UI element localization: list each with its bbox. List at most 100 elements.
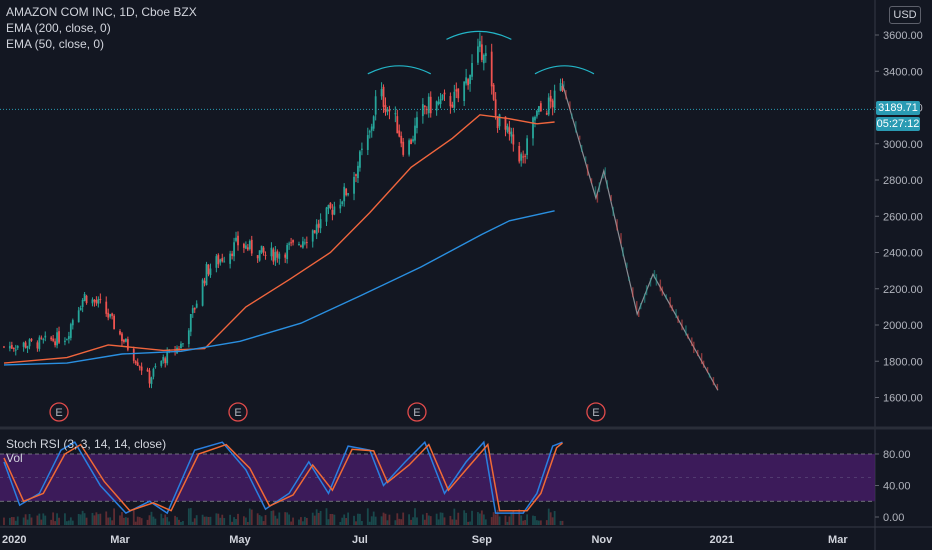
candle-body xyxy=(223,261,226,263)
countdown-value: 05:27:12 xyxy=(876,118,920,130)
volume-bar xyxy=(510,512,513,525)
earnings-marker[interactable] xyxy=(407,402,427,422)
volume-bar xyxy=(180,521,182,525)
projected-candle xyxy=(598,182,601,193)
stoch-d-line[interactable] xyxy=(3,442,563,512)
volume-bar xyxy=(69,517,72,525)
volume-bar xyxy=(492,512,495,525)
head-arc[interactable] xyxy=(446,30,512,40)
candle-body xyxy=(148,370,151,384)
candle-body xyxy=(258,250,261,261)
volume-bar xyxy=(12,517,15,525)
volume-bar xyxy=(44,515,47,525)
volume-bar xyxy=(64,513,66,525)
projected-candle xyxy=(655,274,658,286)
candle-body xyxy=(524,155,527,157)
candle-body xyxy=(168,350,171,353)
volume-bar xyxy=(339,521,342,525)
right-shoulder-arc[interactable] xyxy=(534,65,595,75)
candle-body xyxy=(538,106,540,112)
left-shoulder-arc[interactable] xyxy=(367,65,432,75)
volume-bar xyxy=(30,517,33,525)
candle-body xyxy=(93,299,96,302)
symbol-legend[interactable]: AMAZON COM INC, 1D, Cboe BZX xyxy=(6,5,197,19)
candle-body xyxy=(547,97,550,115)
volume-bar xyxy=(465,512,468,525)
candle-body xyxy=(111,313,114,316)
volume-bar xyxy=(270,510,273,525)
candle-body xyxy=(400,135,403,144)
projected-candle xyxy=(590,178,593,184)
candle-body xyxy=(91,299,94,304)
currency-label: USD xyxy=(893,9,917,21)
candle-body xyxy=(125,338,127,342)
volume-bar xyxy=(549,512,552,525)
candle-body xyxy=(229,253,232,264)
candle-body xyxy=(292,240,294,243)
stoch-rsi-legend[interactable]: Stoch RSI (3, 3, 14, 14, close) xyxy=(6,437,167,451)
volume-bar xyxy=(453,508,456,525)
projected-candle xyxy=(579,135,581,140)
projection-path[interactable] xyxy=(561,83,719,391)
volume-bar xyxy=(388,514,391,525)
candle-body xyxy=(457,88,460,99)
candle-body xyxy=(455,89,458,92)
volume-bar xyxy=(290,521,292,525)
candle-body xyxy=(248,240,251,249)
currency-button[interactable]: USD xyxy=(889,6,921,24)
projected-candle xyxy=(632,287,634,298)
volume-bar xyxy=(233,517,235,525)
earnings-marker[interactable] xyxy=(586,402,606,422)
volume-bar xyxy=(522,520,525,525)
volume-bar xyxy=(355,521,357,525)
volume-bar xyxy=(361,521,363,525)
candle-body xyxy=(162,356,165,361)
volume-bar xyxy=(329,514,332,525)
candle-body xyxy=(36,342,39,349)
price-axis-tick-label: 3000.00 xyxy=(883,139,923,151)
candle-body xyxy=(195,303,198,308)
candle-body xyxy=(300,245,302,247)
ema50-legend[interactable]: EMA (50, close, 0) xyxy=(6,37,105,51)
candle-body xyxy=(207,264,210,275)
stoch-k-line[interactable] xyxy=(3,440,563,515)
volume-bar xyxy=(26,519,29,525)
candle-body xyxy=(553,90,556,109)
volume-bar xyxy=(494,514,497,525)
projected-candle xyxy=(640,303,642,310)
volume-bar xyxy=(327,519,330,525)
candle-body xyxy=(479,41,481,47)
volume-bar xyxy=(38,513,41,525)
projected-candle xyxy=(687,333,689,339)
candle-body xyxy=(512,134,515,145)
volume-bar xyxy=(498,516,501,525)
candle-body xyxy=(290,242,292,244)
candle-body xyxy=(477,46,479,63)
candle-body xyxy=(215,256,218,268)
volume-bar xyxy=(207,516,210,525)
volume-bar xyxy=(56,513,58,525)
volume-bar xyxy=(22,517,25,525)
earnings-marker[interactable] xyxy=(49,402,69,422)
candle-body xyxy=(315,224,318,235)
earnings-marker[interactable] xyxy=(228,402,248,422)
price-axis-tick-label: 3400.00 xyxy=(883,66,923,78)
candle-body xyxy=(140,366,143,371)
ema50-line[interactable] xyxy=(3,114,555,364)
ema200-legend[interactable]: EMA (200, close, 0) xyxy=(6,21,111,35)
volume-legend[interactable]: Vol xyxy=(6,451,23,465)
volume-bar xyxy=(193,518,196,525)
volume-bar xyxy=(482,514,485,525)
volume-bar xyxy=(248,508,251,525)
candle-body xyxy=(451,104,454,108)
volume-bar xyxy=(561,520,564,525)
volume-bar xyxy=(235,518,237,525)
volume-bar xyxy=(455,519,458,525)
candle-body xyxy=(545,113,548,115)
volume-bar xyxy=(504,515,507,525)
candle-body xyxy=(382,86,385,107)
projected-candle xyxy=(606,180,608,189)
candle-body xyxy=(331,209,334,215)
ema200-line[interactable] xyxy=(3,210,555,366)
